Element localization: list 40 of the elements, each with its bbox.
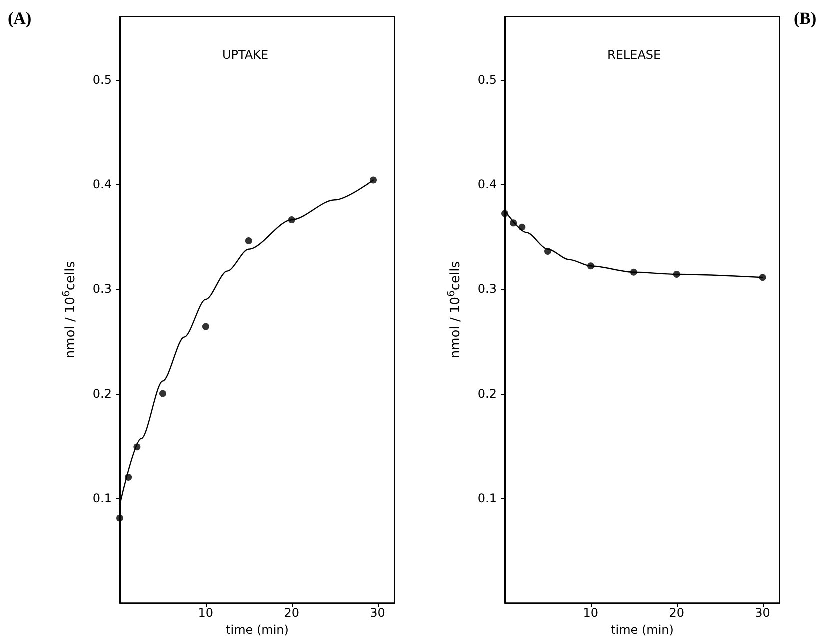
point [134,444,141,451]
point [544,248,552,255]
x-tick-label: 20 [669,606,685,620]
y-tick-label: 0.4 [92,177,112,192]
y-tick-label: 0.5 [478,72,497,87]
point [159,390,166,398]
y-axis-title: nmol / 106cells [62,261,78,359]
point [673,270,680,278]
point [518,224,526,231]
point [630,268,638,276]
x-tick-label: 10 [198,606,214,620]
y-tick-label: 0.3 [478,282,497,296]
y-tick-label: 0.3 [92,282,112,296]
point [202,323,210,330]
point [288,216,296,224]
y-tick-label: 0.2 [478,386,497,401]
x-axis-title: time (min) [226,623,289,637]
x-axis-title: time (min) [611,623,674,637]
point [116,514,124,522]
text: RELEASE [608,48,662,62]
point [245,237,252,244]
point [370,176,378,184]
x-tick-label: 30 [370,606,386,620]
y-tick-label: 0.4 [478,177,497,192]
x-tick-label: 20 [284,606,300,620]
point [510,220,518,227]
y-tick-label: 0.1 [478,491,497,506]
point [502,210,508,218]
point [125,474,132,482]
x-tick-label: 10 [583,606,599,620]
y-tick-label: 0.1 [92,491,112,506]
x-tick-label: 30 [755,606,770,620]
point [759,274,766,282]
y-axis-title: nmol / 106cells [446,261,464,359]
text: UPTAKE [222,48,269,62]
point [587,262,594,270]
text: (A) [8,9,32,28]
text: (B) [794,9,817,28]
y-tick-label: 0.5 [92,72,112,87]
y-tick-label: 0.2 [92,386,112,401]
